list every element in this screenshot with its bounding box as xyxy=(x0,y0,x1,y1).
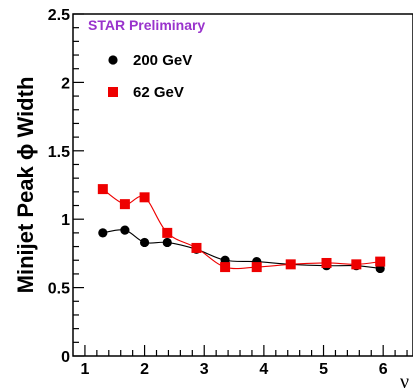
series-line-0 xyxy=(102,229,381,269)
x-tick-label: 2 xyxy=(140,361,149,378)
y-tick-label: 1.5 xyxy=(48,144,70,161)
x-tick-label: 3 xyxy=(200,361,209,378)
data-point xyxy=(285,259,296,270)
legend-marker xyxy=(108,55,118,65)
legend-label: 62 GeV xyxy=(133,84,184,101)
x-tick-label: 4 xyxy=(259,361,268,378)
x-tick-label: 6 xyxy=(379,361,388,378)
data-point xyxy=(251,262,262,273)
annotation: STAR Preliminary xyxy=(88,17,205,33)
data-point xyxy=(139,237,150,248)
plot-frame xyxy=(72,13,413,357)
data-point xyxy=(162,227,173,238)
y-tick-label: 0 xyxy=(61,349,70,366)
data-point xyxy=(119,199,130,210)
y-tick-label: 1 xyxy=(61,212,70,229)
y-axis-label: Minijet Peak ϕ Width xyxy=(13,77,38,294)
data-point xyxy=(220,262,231,273)
x-axis-label: ν xyxy=(400,371,409,392)
y-tick-label: 2.5 xyxy=(48,7,70,24)
data-point xyxy=(191,242,202,253)
x-tick-label: 1 xyxy=(80,361,89,378)
x-tick-label: 5 xyxy=(319,361,328,378)
data-point xyxy=(162,237,172,248)
data-point xyxy=(351,259,362,270)
data-point xyxy=(375,256,386,267)
legend-label: 200 GeV xyxy=(133,52,192,69)
legend-marker xyxy=(108,87,118,97)
data-point xyxy=(97,184,108,195)
data-point xyxy=(139,192,150,203)
data-point xyxy=(321,257,332,268)
y-tick-label: 0.5 xyxy=(48,281,70,298)
data-point xyxy=(98,228,108,238)
y-tick-label: 2 xyxy=(61,75,70,92)
data-point xyxy=(120,225,130,235)
